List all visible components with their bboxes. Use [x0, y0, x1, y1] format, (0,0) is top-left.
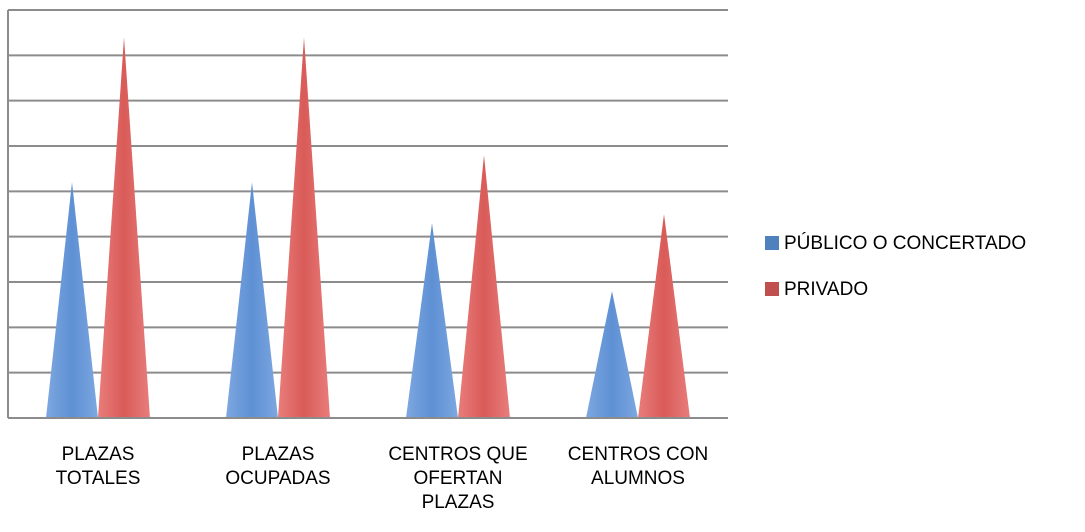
cone-privado-2 [458, 155, 510, 419]
cone-privado-0 [98, 37, 150, 418]
legend-label-0: PÚBLICO O CONCERTADO [784, 232, 1026, 254]
category-label: CENTROS QUE OFERTAN PLAZAS [388, 444, 527, 513]
legend-swatch-1 [765, 282, 779, 296]
category-label: PLAZAS TOTALES [56, 444, 141, 489]
legend-swatch-0 [765, 236, 779, 250]
category-label: PLAZAS OCUPADAS [225, 444, 330, 489]
cone-publico-3 [586, 291, 638, 418]
legend: PÚBLICO O CONCERTADO PRIVADO [765, 232, 1026, 300]
cone-publico-0 [46, 182, 98, 418]
plot-area [46, 37, 690, 419]
cone-publico-2 [406, 223, 458, 418]
cone-privado-3 [638, 214, 690, 418]
legend-label-1: PRIVADO [784, 279, 868, 300]
cone-publico-1 [226, 182, 278, 418]
axes [7, 10, 728, 419]
category-label: CENTROS CON ALUMNOS [568, 444, 708, 489]
category-labels: PLAZAS TOTALES PLAZAS OCUPADAS CENTROS QUE OF… [56, 444, 709, 513]
cone-privado-1 [278, 37, 330, 418]
